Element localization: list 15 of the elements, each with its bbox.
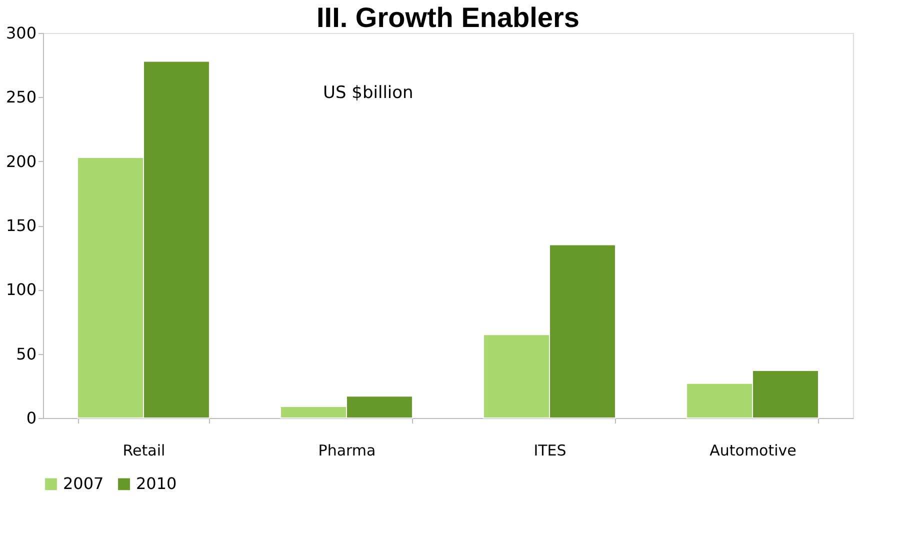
legend-label: 2010	[136, 474, 177, 494]
chart-title: III. Growth Enablers	[316, 2, 580, 33]
x-tick-label: ITES	[534, 442, 566, 460]
legend-label: 2007	[63, 474, 104, 494]
y-tick-label: 200	[6, 152, 36, 171]
annotation: US $billion	[323, 83, 414, 103]
y-tick-label: 0	[26, 408, 36, 428]
y-tick-label: 250	[6, 88, 36, 107]
x-tick-label: Retail	[122, 442, 166, 460]
y-tick-label: 300	[6, 24, 36, 42]
x-tick-label: Automotive	[710, 442, 796, 460]
y-tick-label: 100	[6, 280, 36, 300]
y-tick-label: 50	[16, 344, 36, 364]
y-tick-label: 150	[6, 216, 36, 235]
x-tick-label: Pharma	[318, 442, 376, 460]
